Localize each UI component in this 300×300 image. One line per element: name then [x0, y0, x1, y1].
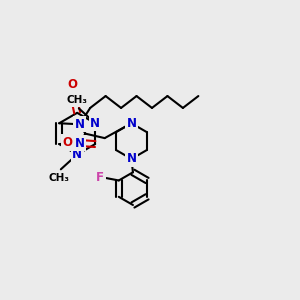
Text: O: O: [62, 136, 72, 149]
Text: N: N: [75, 118, 85, 131]
Text: N: N: [72, 148, 82, 161]
Text: N: N: [90, 117, 100, 130]
Text: CH₃: CH₃: [67, 95, 88, 105]
Text: N: N: [126, 152, 136, 165]
Text: N: N: [126, 117, 136, 130]
Text: F: F: [96, 171, 104, 184]
Text: CH₃: CH₃: [49, 172, 70, 183]
Text: O: O: [68, 78, 78, 92]
Text: N: N: [75, 136, 85, 149]
